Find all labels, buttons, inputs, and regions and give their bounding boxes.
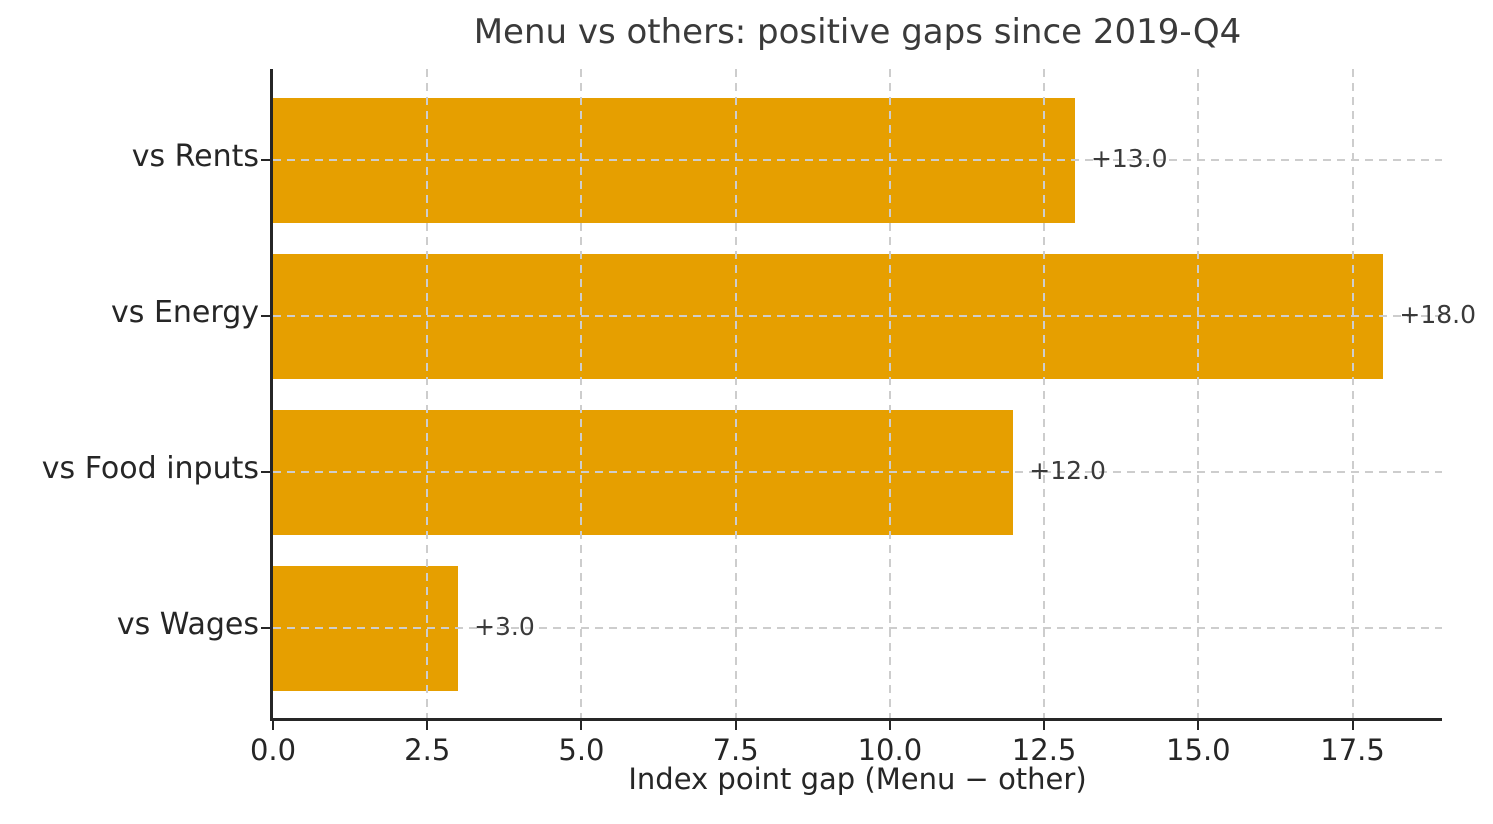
x-tick-17.5 [1351, 721, 1354, 730]
x-tick-label-2.5: 2.5 [404, 733, 451, 767]
y-category-label-vs-energy: vs Energy [111, 295, 259, 330]
y-tick-vs-rents [261, 159, 270, 161]
gridline-x-17.5 [1351, 69, 1354, 718]
y-tick-vs-energy [261, 315, 270, 317]
chart-title: Menu vs others: positive gaps since 2019… [473, 12, 1242, 52]
y-tick-vs-food-inputs [261, 471, 270, 473]
x-tick-10.0 [888, 721, 891, 730]
gridline-x-12.5 [1043, 69, 1046, 718]
y-tick-vs-wages [261, 627, 270, 629]
x-tick-label-17.5: 17.5 [1320, 733, 1385, 767]
y-category-label-vs-wages: vs Wages [116, 607, 259, 642]
y-category-label-vs-rents: vs Rents [131, 139, 259, 174]
bar-value-label-vs-food-inputs: +12.0 [1029, 456, 1106, 485]
gridline-y-vs-food-inputs [273, 471, 1442, 473]
gridline-x-10.0 [888, 69, 891, 718]
y-category-label-vs-food-inputs: vs Food inputs [41, 451, 259, 486]
gridline-y-vs-energy [273, 315, 1442, 317]
x-tick-0.0 [272, 721, 274, 730]
x-axis-spine [270, 718, 1442, 721]
bar-value-label-vs-energy: +18.0 [1399, 300, 1477, 329]
y-axis-spine [270, 69, 273, 721]
x-tick-7.5 [734, 721, 737, 730]
x-tick-label-0.0: 0.0 [249, 733, 297, 767]
x-tick-2.5 [426, 721, 429, 730]
x-tick-label-7.5: 7.5 [712, 733, 759, 767]
x-tick-5.0 [580, 721, 583, 730]
x-tick-label-12.5: 12.5 [1011, 733, 1077, 767]
x-tick-label-15.0: 15.0 [1166, 733, 1231, 767]
x-tick-label-5.0: 5.0 [558, 733, 605, 767]
bar-value-label-vs-rents: +13.0 [1090, 144, 1168, 173]
bar-value-label-vs-wages: +3.0 [474, 612, 535, 641]
gridline-x-2.5 [426, 69, 429, 718]
x-axis-label: Index point gap (Menu − other) [628, 762, 1087, 796]
x-tick-label-10.0: 10.0 [857, 733, 923, 767]
x-tick-15.0 [1197, 721, 1200, 730]
gridline-y-vs-rents [273, 159, 1442, 161]
gridline-x-15.0 [1197, 69, 1200, 718]
gridline-y-vs-wages [273, 627, 1442, 629]
x-tick-12.5 [1043, 721, 1046, 730]
gridline-x-7.5 [734, 69, 737, 718]
gridline-x-5.0 [580, 69, 583, 718]
plot-area: +13.0 +18.0 +12.0 +3.0 [273, 69, 1476, 718]
